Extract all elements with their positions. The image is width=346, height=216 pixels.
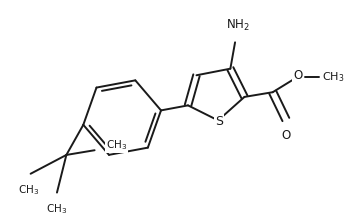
Text: O: O (293, 69, 303, 82)
Text: CH$_3$: CH$_3$ (46, 202, 67, 216)
Text: CH$_3$: CH$_3$ (106, 139, 127, 152)
Text: CH$_3$: CH$_3$ (18, 183, 39, 197)
Text: S: S (215, 115, 223, 128)
Text: CH$_3$: CH$_3$ (322, 70, 344, 84)
Text: O: O (281, 129, 291, 142)
Text: NH$_2$: NH$_2$ (226, 18, 250, 33)
